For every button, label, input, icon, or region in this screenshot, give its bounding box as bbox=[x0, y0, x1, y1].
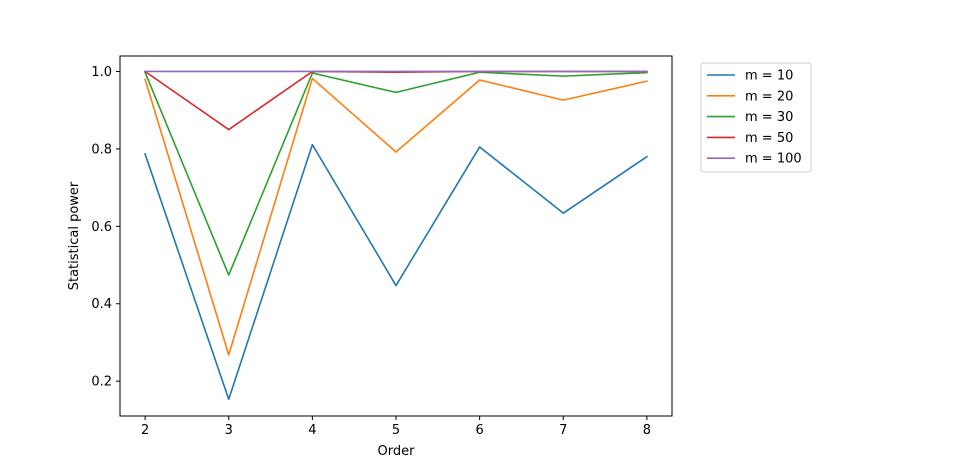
x-tick-label: 3 bbox=[225, 423, 233, 438]
x-tick-label: 8 bbox=[643, 423, 651, 438]
x-axis-label: Order bbox=[378, 444, 416, 459]
legend-label: m = 100 bbox=[745, 152, 802, 167]
y-tick-label: 0.4 bbox=[91, 297, 112, 312]
legend-label: m = 30 bbox=[745, 110, 793, 125]
x-tick-label: 5 bbox=[392, 423, 400, 438]
legend-label: m = 50 bbox=[745, 131, 793, 146]
series-line-m-20 bbox=[144, 77, 648, 356]
series-line-m-50 bbox=[143, 70, 648, 131]
series-line-m-10 bbox=[144, 143, 649, 401]
y-tick-label: 1.0 bbox=[91, 65, 112, 80]
x-tick-label: 2 bbox=[141, 423, 149, 438]
y-axis-label: Statistical power bbox=[67, 181, 82, 290]
x-tick-label: 6 bbox=[475, 423, 483, 438]
y-tick-label: 0.6 bbox=[91, 220, 112, 235]
x-tick-label: 4 bbox=[308, 423, 316, 438]
x-tick-label: 7 bbox=[559, 423, 567, 438]
y-tick-label: 0.2 bbox=[91, 375, 112, 390]
legend: m = 10 m = 20 m = 30 m = 50 m = 100 bbox=[700, 62, 812, 173]
plot-lines bbox=[143, 70, 649, 401]
legend-box bbox=[700, 62, 812, 173]
legend-label: m = 10 bbox=[745, 69, 793, 84]
y-tick-label: 0.8 bbox=[91, 142, 112, 157]
legend-label: m = 20 bbox=[745, 89, 793, 104]
y-axis: 0.2 0.4 0.6 0.8 1.0 bbox=[91, 65, 120, 390]
series-line-m-30 bbox=[144, 71, 648, 276]
plot-frame bbox=[119, 55, 673, 417]
x-axis: 2 3 4 5 6 7 8 bbox=[141, 416, 651, 438]
